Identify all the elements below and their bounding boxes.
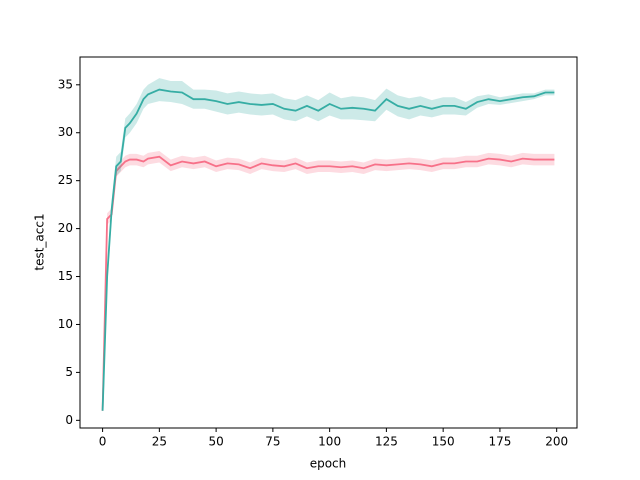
y-tick-label: 30 [58,125,73,139]
x-axis-label: epoch [310,457,347,471]
y-tick-label: 5 [65,365,73,379]
x-tick-label: 50 [208,435,223,449]
y-tick-label: 10 [58,317,73,331]
line [101,155,555,411]
x-tick-label: 125 [375,435,398,449]
y-tick-label: 35 [58,77,73,91]
x-tick-label: 175 [488,435,511,449]
y-tick-label: 15 [58,269,73,283]
x-tick-label: 200 [545,435,568,449]
x-tick-label: 0 [99,435,107,449]
x-tick-label: 150 [432,435,455,449]
x-tick-label: 25 [152,435,167,449]
y-tick-label: 20 [58,221,73,235]
y-axis-label: test_acc1 [33,213,47,270]
y-tick-label: 0 [65,413,73,427]
y-tick-label: 25 [58,173,73,187]
line [101,88,555,411]
confidence-band [102,150,555,411]
x-tick-label: 100 [318,435,341,449]
confidence-band [102,78,555,411]
x-tick-label: 75 [265,435,280,449]
plot-frame [79,56,578,429]
